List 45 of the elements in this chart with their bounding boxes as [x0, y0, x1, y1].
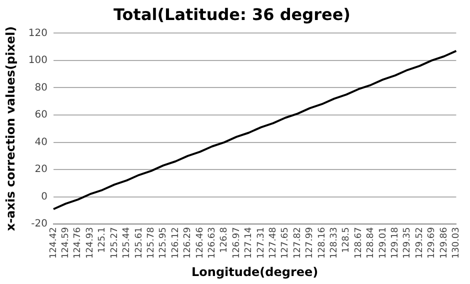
y-tick-label: 20: [34, 164, 48, 176]
x-tick-label: 127.99: [305, 226, 316, 259]
x-tick-label: 125.95: [158, 227, 169, 259]
x-axis-title: Longitude(degree): [192, 264, 318, 279]
y-tick-label: 0: [41, 191, 48, 202]
x-tick-label: 129.35: [402, 227, 413, 259]
x-tick-label: 126.97: [232, 227, 242, 259]
x-tick-label: 125.78: [146, 226, 156, 259]
y-tick-label: 40: [34, 136, 48, 148]
x-tick-label: 128.84: [366, 226, 376, 259]
x-tick-label: 124.42: [48, 227, 59, 259]
y-tick-label: 120: [28, 28, 48, 39]
x-tick-label: 125.1: [98, 227, 108, 253]
x-tick-label: 125.44: [122, 226, 132, 259]
x-tick-label: 127.48: [268, 226, 278, 259]
x-tick-label: 126.12: [170, 227, 181, 259]
x-tick-label: 130.03: [452, 227, 462, 259]
y-tick-label: 60: [34, 110, 48, 121]
x-tick-label: 129.69: [427, 226, 438, 259]
x-tick-label: 127.65: [280, 227, 291, 259]
x-tick-label: 124.93: [85, 227, 96, 259]
x-tick-label: 124.76: [73, 226, 84, 259]
x-tick-label: 127.31: [256, 227, 266, 259]
x-tick-label: 125.61: [134, 227, 144, 259]
y-axis-title: x-axis correction values(pixel): [3, 26, 18, 232]
x-tick-label: 128.16: [317, 226, 328, 259]
x-tick-label: 127.14: [244, 226, 254, 259]
x-tick-label: 129.01: [378, 227, 388, 259]
x-tick-label: 125.27: [110, 227, 120, 259]
x-tick-label: 126.46: [195, 226, 206, 259]
x-tick-label: 128.67: [354, 227, 364, 259]
x-tick-label: 129.52: [414, 227, 425, 259]
x-tick-label: 127.82: [292, 227, 303, 259]
x-tick-label: 126.8: [220, 226, 230, 253]
x-tick-label: 128.5: [342, 227, 352, 253]
y-tick-label: 80: [34, 82, 48, 94]
x-tick-label: 128.33: [330, 227, 340, 259]
chart-title: Total(Latitude: 36 degree): [114, 4, 350, 24]
x-tick-label: 126.63: [207, 227, 218, 259]
x-tick-label: 129.18: [390, 226, 401, 259]
y-tick-label: 100: [28, 55, 48, 66]
x-tick-label: 124.59: [61, 226, 72, 259]
y-tick-label: -20: [31, 218, 48, 230]
x-tick-label: 129.86: [439, 226, 450, 259]
x-tick-label: 126.29: [183, 226, 194, 259]
